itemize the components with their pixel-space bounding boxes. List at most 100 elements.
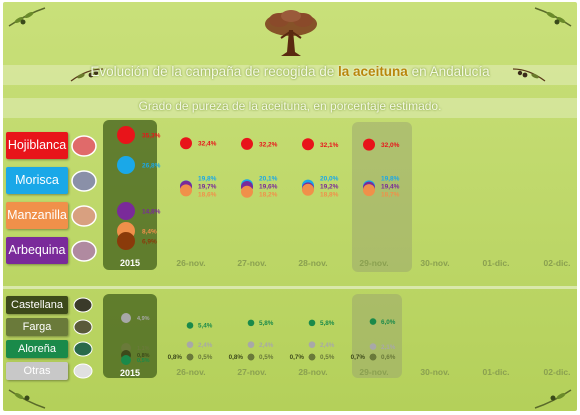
baseline-2015-point xyxy=(117,126,135,144)
x-tick-label: 28-nov. xyxy=(298,258,327,268)
data-point xyxy=(308,353,316,361)
olive-icon-manzanilla xyxy=(71,205,97,227)
section-divider xyxy=(3,286,577,289)
olive-icon-alorena xyxy=(73,341,93,357)
data-label: 19,8% xyxy=(198,175,217,182)
x-tick-label: 28-nov. xyxy=(298,367,327,377)
data-point xyxy=(369,353,377,361)
subtitle-band xyxy=(3,98,577,118)
x-tick-label: 27-nov. xyxy=(237,367,266,377)
data-label: 20,0% xyxy=(320,175,339,182)
legend-label-castellana: Castellana xyxy=(6,296,68,314)
x-tick-label: 29-nov. xyxy=(359,258,388,268)
data-label: 19,7% xyxy=(198,183,217,190)
data-point xyxy=(247,319,255,327)
data-point xyxy=(186,322,194,329)
data-point xyxy=(186,353,194,361)
data-label: 5,8% xyxy=(259,320,274,327)
data-label: 0,8% xyxy=(168,354,183,361)
x-tick-label: 30-nov. xyxy=(420,258,449,268)
olive-icon-arbequina xyxy=(71,240,97,262)
data-label: 2,1% xyxy=(381,344,396,351)
data-point xyxy=(302,138,314,151)
baseline-2015-label: 8,4% xyxy=(142,229,157,236)
olive-icons-bottom xyxy=(73,297,93,379)
olive-branch-icon xyxy=(534,389,572,409)
legend-label-manzanilla: Manzanilla xyxy=(6,202,68,229)
x-tick-label: 26-nov. xyxy=(176,258,205,268)
baseline-2015-point xyxy=(121,343,131,353)
olive-icon-otras xyxy=(73,363,93,379)
x-tick-label: 30-nov. xyxy=(420,367,449,377)
legend-label-otras: Otras xyxy=(6,362,68,380)
baseline-2015-label: 1,1% xyxy=(137,346,150,352)
baseline-2015-label: 26,8% xyxy=(142,163,161,170)
title-band xyxy=(3,65,577,85)
year-2015-panel xyxy=(103,294,157,378)
data-label: 0,8% xyxy=(229,354,244,361)
olive-branch-icon xyxy=(512,68,546,82)
olive-icons-top xyxy=(71,135,97,262)
x-tick-label: 26-nov. xyxy=(176,367,205,377)
chart-subtitle: Grado de pureza de la aceituna, en porce… xyxy=(138,99,442,113)
data-label: 19,6% xyxy=(259,183,278,190)
legend-label-farga: Farga xyxy=(6,318,68,336)
olive-icon-hojiblanca xyxy=(71,135,97,157)
data-label: 6,0% xyxy=(381,319,396,326)
baseline-2015-point xyxy=(121,313,131,323)
data-label: 19,8% xyxy=(381,175,400,182)
olive-icon-farga xyxy=(73,319,93,335)
data-label: 18,7% xyxy=(381,191,400,198)
baseline-2015-label: 35,3% xyxy=(142,133,161,140)
x-tick-label: 02-dic. xyxy=(544,258,571,268)
x-tick-label: 27-nov. xyxy=(237,258,266,268)
page-title: Evolución de la campaña de recogida de l… xyxy=(90,64,490,79)
baseline-2015-label: 6,9% xyxy=(142,239,157,246)
data-label: 20,1% xyxy=(259,175,278,182)
data-label: 19,2% xyxy=(320,183,339,190)
olive-branch-icon xyxy=(8,7,46,27)
data-label: 32,2% xyxy=(259,141,278,148)
baseline-2015-label: 14,8% xyxy=(142,209,161,216)
data-label: 18,2% xyxy=(259,191,278,198)
data-label: 0,6% xyxy=(381,354,396,361)
data-label: 32,1% xyxy=(320,142,339,149)
data-point xyxy=(302,183,314,196)
data-point xyxy=(247,341,255,348)
data-label: 5,4% xyxy=(198,323,213,330)
data-label: 18,8% xyxy=(320,191,339,198)
year-label: 2015 xyxy=(120,368,141,378)
legend-label-hojiblanca: Hojiblanca xyxy=(6,132,68,159)
baseline-2015-label: 4,9% xyxy=(137,316,150,322)
data-point xyxy=(363,184,375,197)
data-label: 0,5% xyxy=(320,354,335,361)
olive-tree-logo xyxy=(265,10,317,56)
data-label: 2,4% xyxy=(320,342,335,349)
x-tick-label: 01-dic. xyxy=(483,258,510,268)
x-tick-label: 29-nov. xyxy=(359,367,388,377)
data-label: 2,4% xyxy=(259,342,274,349)
legend-label-morisca: Morisca xyxy=(6,167,68,194)
highlight-column xyxy=(352,294,402,378)
data-label: 19,4% xyxy=(381,183,400,190)
olive-icon-castellana xyxy=(73,297,93,313)
data-label: 0,7% xyxy=(351,354,366,361)
data-label: 0,7% xyxy=(290,354,305,361)
data-label: 32,0% xyxy=(381,142,400,149)
legend-label-alorena: Aloreña xyxy=(6,340,68,358)
legend-label-arbequina: Arbequina xyxy=(6,237,68,264)
data-label: 2,4% xyxy=(198,342,213,349)
olive-branch-icon xyxy=(70,68,104,82)
year-label: 2015 xyxy=(120,258,141,268)
data-label: 0,5% xyxy=(198,354,213,361)
data-point xyxy=(247,353,255,361)
data-point xyxy=(241,185,253,198)
baseline-2015-point xyxy=(117,202,135,220)
x-tick-label: 01-dic. xyxy=(483,367,510,377)
data-label: 18,6% xyxy=(198,191,217,198)
x-tick-label: 02-dic. xyxy=(544,367,571,377)
data-point xyxy=(180,137,192,150)
baseline-2015-point xyxy=(117,232,135,250)
data-point xyxy=(241,137,253,150)
data-point xyxy=(308,319,316,327)
